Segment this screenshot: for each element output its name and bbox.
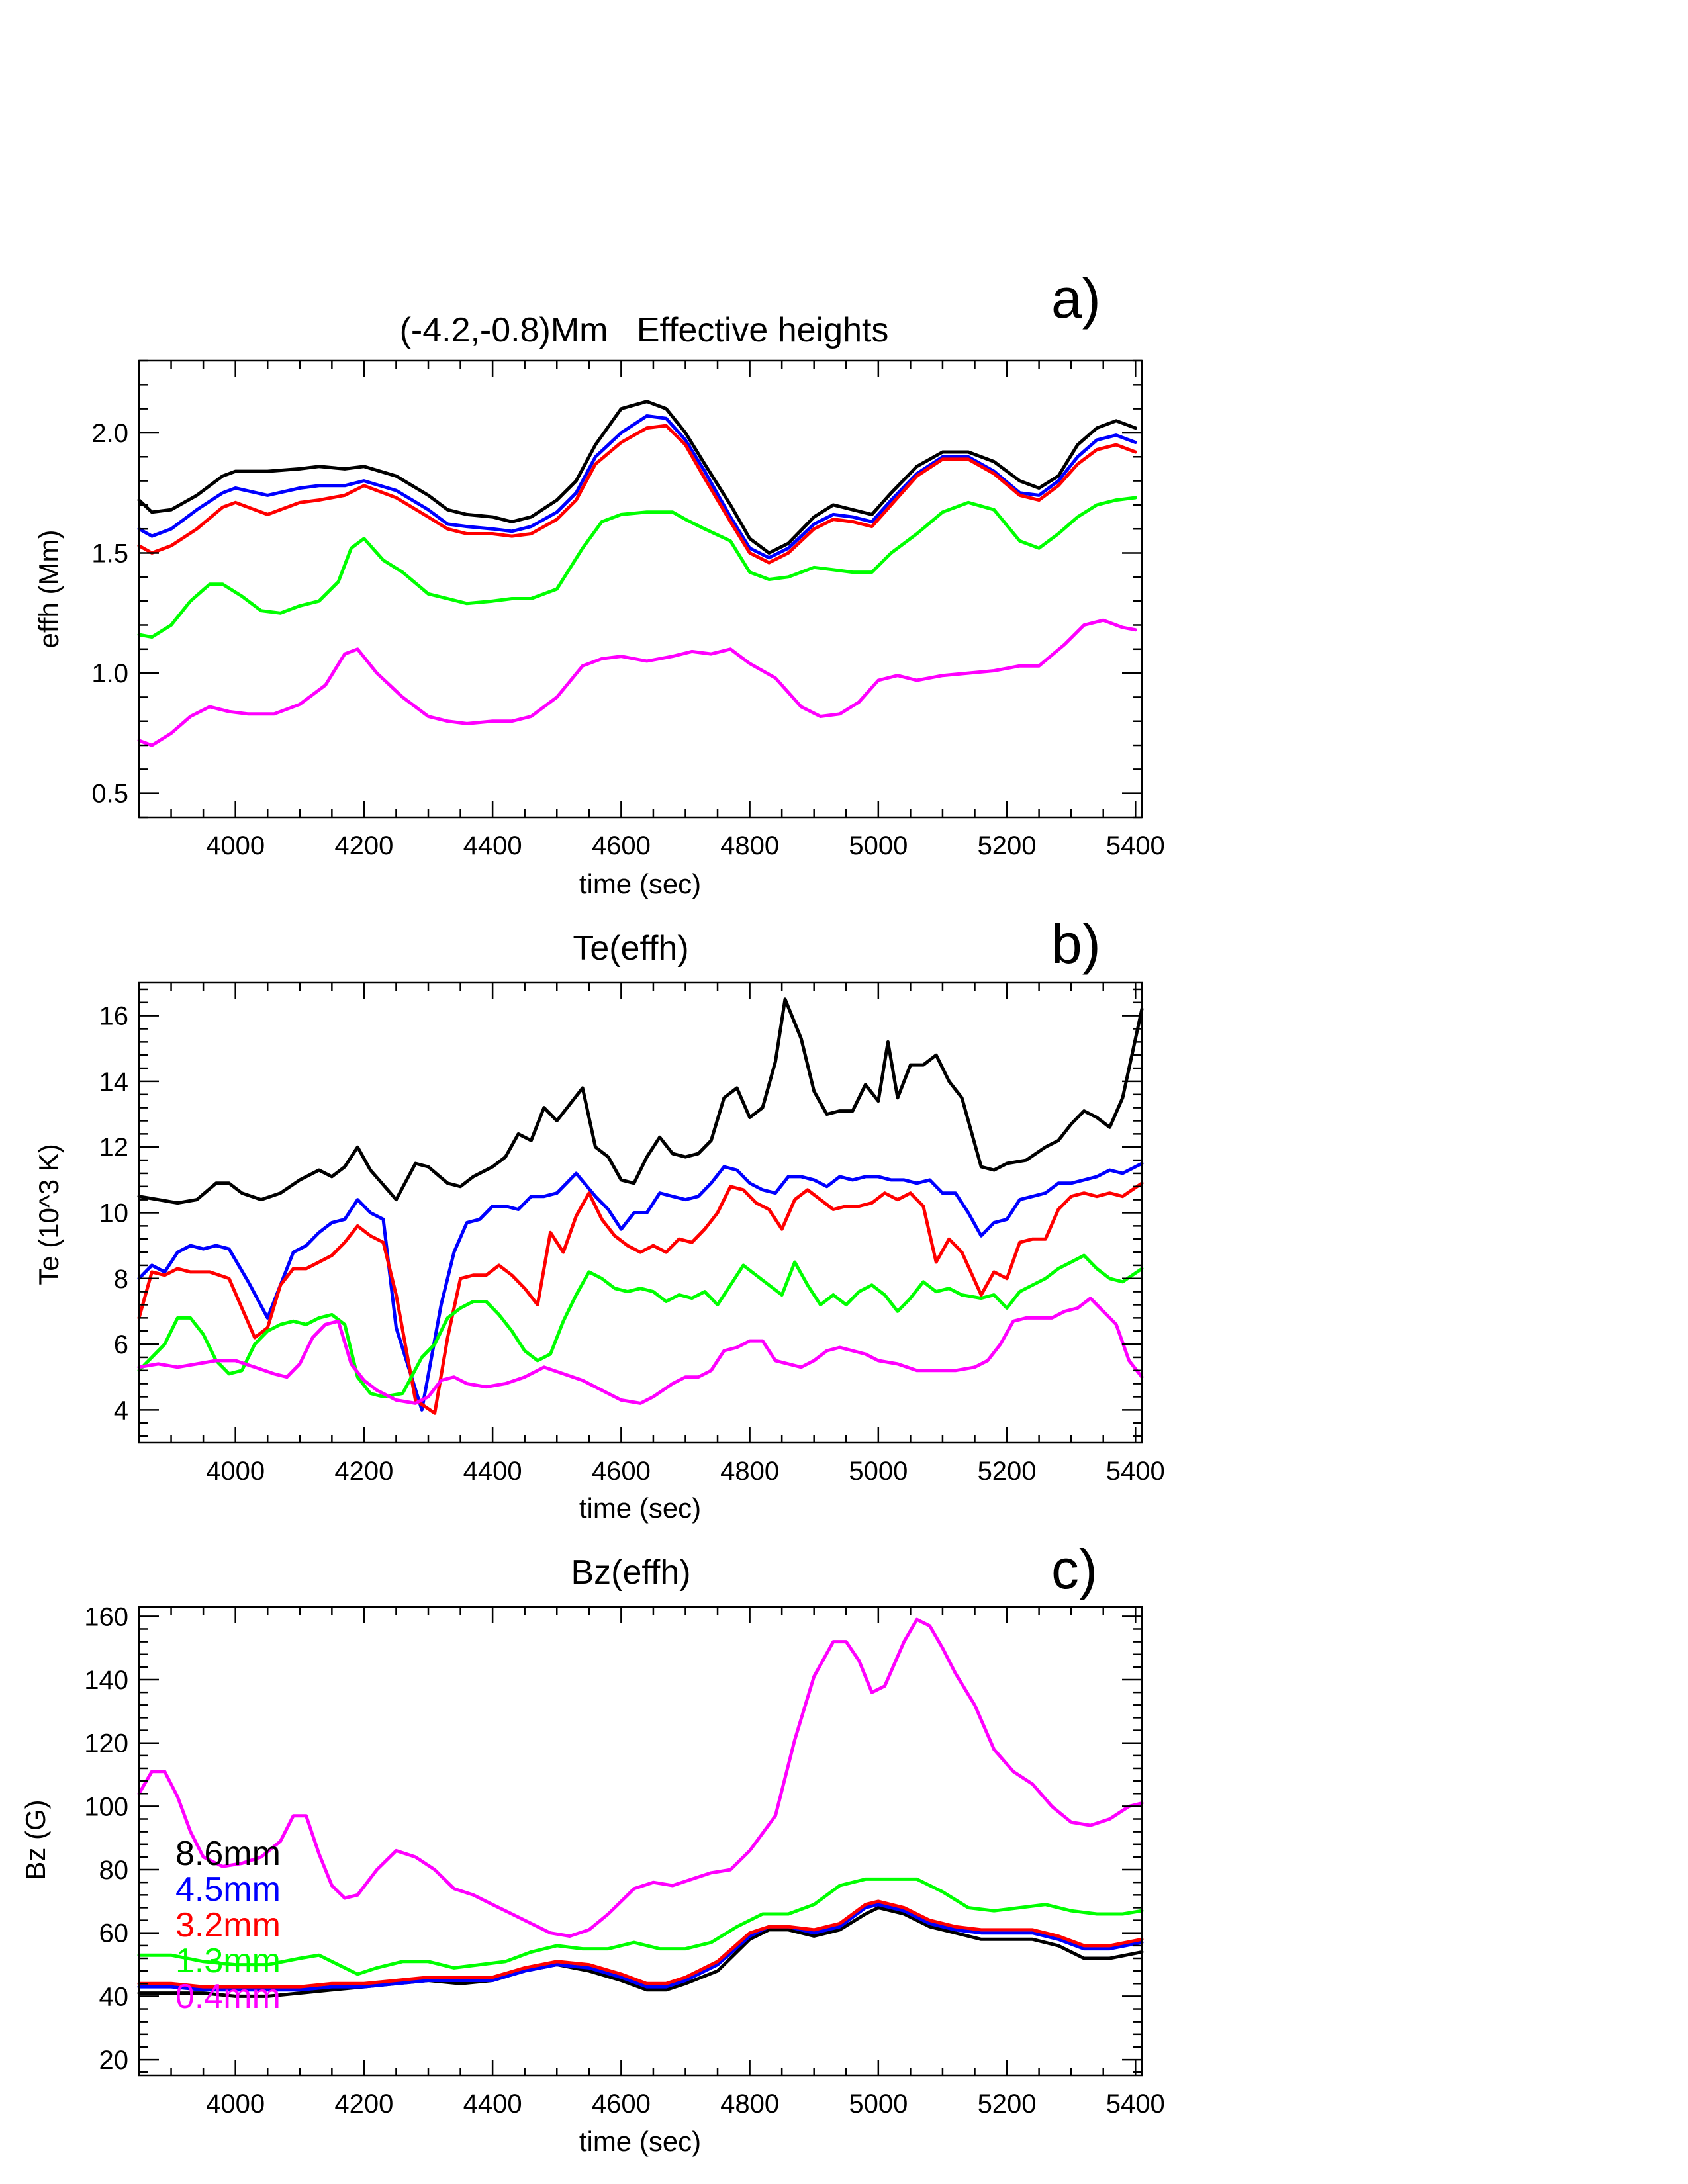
panel-c-y-tick-label: 80	[99, 1856, 129, 1885]
panel-a: (-4.2,-0.8)Mm Effective heights a) time …	[33, 267, 1165, 899]
panel-a-x-tick-label: 4800	[720, 831, 779, 860]
panel-c: Bz(effh) c) time (sec) Bz (G) 8.6mm 4.5m…	[20, 1538, 1165, 2157]
panel-a-y-tick-label: 0.5	[91, 780, 128, 809]
legend-entry-0-4mm: 0.4mm	[175, 1978, 281, 2016]
panel-a-title: (-4.2,-0.8)Mm Effective heights	[400, 311, 889, 349]
panel-b-y-tick-label: 14	[99, 1068, 129, 1097]
panel-b-x-tick-label: 5200	[978, 1457, 1037, 1486]
panel-a-y-tick-label: 2.0	[91, 419, 128, 448]
panel-a-x-axis-label: time (sec)	[579, 868, 701, 899]
panel-a-y-tick-label: 1.0	[91, 659, 128, 688]
panel-c-y-tick-label: 20	[99, 2046, 129, 2075]
panel-c-y-tick-label: 40	[99, 1982, 129, 2011]
panel-a-series-line-1	[137, 400, 1137, 555]
panel-b-x-tick-label: 4800	[720, 1457, 779, 1486]
panel-b-y-tick-label: 12	[99, 1133, 129, 1162]
panel-b-series-line-5	[137, 1297, 1144, 1405]
legend-entry-4-5mm: 4.5mm	[175, 1870, 281, 1909]
panel-a-series-line-5	[137, 618, 1137, 747]
panel-c-x-tick-label: 4600	[592, 2089, 651, 2118]
panel-c-series-line-1	[137, 1906, 1144, 1998]
panel-c-series-line-3	[137, 1899, 1144, 1989]
panel-a-x-tick-label: 5400	[1106, 831, 1165, 860]
panel-a-x-tick-label: 4000	[206, 831, 265, 860]
panel-b-x-axis-label: time (sec)	[579, 1492, 701, 1524]
panel-c-y-tick-label: 100	[84, 1792, 128, 1821]
panel-a-series-line-2	[137, 414, 1137, 560]
panel-c-x-tick-label: 4800	[720, 2089, 779, 2118]
legend-entry-3-2mm: 3.2mm	[175, 1906, 281, 1944]
panel-b-x-tick-label: 4400	[463, 1457, 522, 1486]
panel-a-series-line-3	[137, 424, 1137, 565]
panel-b-series-line-1	[137, 997, 1144, 1205]
panel-c-x-tick-label: 5000	[849, 2089, 908, 2118]
panel-b-y-tick-label: 10	[99, 1199, 129, 1228]
panel-c-y-tick-label: 160	[84, 1602, 128, 1631]
panel-b-x-tick-label: 4000	[206, 1457, 265, 1486]
panel-b: Te(effh) b) time (sec) Te (10^3 K) 4000 4…	[33, 913, 1165, 1524]
panel-a-letter: a)	[1051, 267, 1101, 330]
panel-b-x-tick-label: 4600	[592, 1457, 651, 1486]
panel-b-title: Te(effh)	[573, 929, 688, 968]
panel-a-x-tick-label: 5000	[849, 831, 908, 860]
panel-b-y-tick-label: 6	[114, 1330, 128, 1359]
panel-c-x-tick-label: 4000	[206, 2089, 265, 2118]
panel-a-x-tick-label: 4400	[463, 831, 522, 860]
panel-b-letter: b)	[1051, 913, 1101, 975]
panel-b-series-line-4	[137, 1253, 1144, 1398]
panel-b-x-tick-label: 4200	[334, 1457, 393, 1486]
panel-c-y-tick-label: 140	[84, 1666, 128, 1695]
panel-b-series-line-3	[137, 1181, 1144, 1415]
panel-b-series-line-2	[137, 1161, 1144, 1412]
panel-a-x-tick-label: 4600	[592, 831, 651, 860]
panel-a-frame	[138, 359, 1143, 819]
panel-a-y-tick-label: 1.5	[91, 539, 128, 569]
panel-c-x-tick-label: 4200	[334, 2089, 393, 2118]
panel-c-title: Bz(effh)	[571, 1553, 690, 1592]
panel-a-x-tick-label: 5200	[978, 831, 1037, 860]
panel-c-y-tick-label: 120	[84, 1729, 128, 1758]
panel-a-x-tick-label: 4200	[334, 831, 393, 860]
panel-a-y-axis-label: effh (Mm)	[33, 530, 64, 649]
panel-b-y-tick-label: 4	[114, 1396, 128, 1425]
panel-c-x-axis-label: time (sec)	[579, 2126, 701, 2157]
panel-b-x-tick-label: 5400	[1106, 1457, 1165, 1486]
panel-c-x-tick-label: 5400	[1106, 2089, 1165, 2118]
panel-c-y-axis-label: Bz (G)	[20, 1799, 51, 1880]
legend: 8.6mm 4.5mm 3.2mm 1.3mm 0.4mm	[175, 1835, 281, 2016]
panel-b-y-axis-label: Te (10^3 K)	[33, 1144, 64, 1285]
panel-c-y-tick-label: 60	[99, 1919, 129, 1948]
panel-b-y-tick-label: 16	[99, 1002, 129, 1031]
panel-c-series-line-2	[137, 1903, 1144, 1992]
panel-c-series-line-5	[137, 1617, 1144, 1938]
panel-a-series-line-4	[137, 496, 1137, 639]
legend-entry-8-6mm: 8.6mm	[175, 1835, 281, 1873]
panel-c-x-tick-label: 4400	[463, 2089, 522, 2118]
panel-c-series-line-4	[137, 1877, 1144, 1976]
panel-c-letter: c)	[1051, 1538, 1098, 1600]
panel-b-y-tick-label: 8	[114, 1265, 128, 1294]
panel-b-x-tick-label: 5000	[849, 1457, 908, 1486]
panel-c-frame	[138, 1606, 1143, 2077]
panel-c-x-tick-label: 5200	[978, 2089, 1037, 2118]
legend-entry-1-3mm: 1.3mm	[175, 1942, 281, 1980]
